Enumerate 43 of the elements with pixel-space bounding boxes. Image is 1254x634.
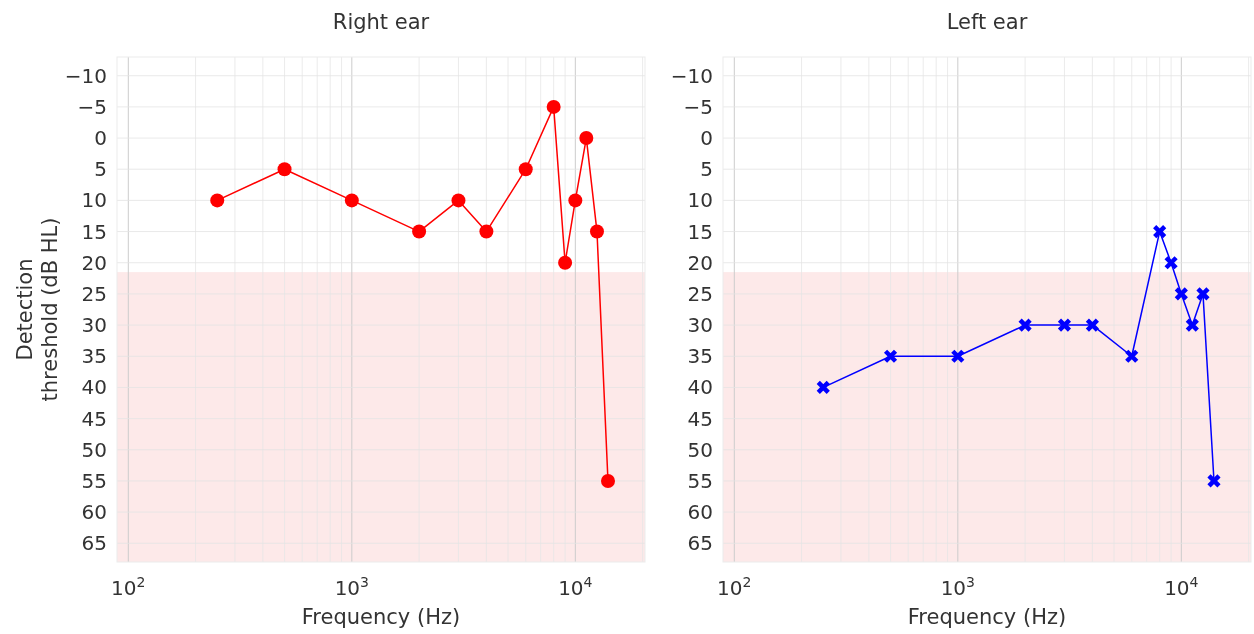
y-tick-label: 0 bbox=[94, 126, 107, 151]
y-tick-label: 0 bbox=[700, 126, 713, 151]
x-tick-label: 10$^{4}$ bbox=[558, 574, 593, 600]
x-tick-label: 10$^{2}$ bbox=[111, 574, 146, 600]
y-tick-label: 55 bbox=[687, 468, 713, 493]
y-tick-label: 5 bbox=[700, 157, 713, 182]
y-tick-label: 20 bbox=[81, 250, 107, 275]
y-tick-label: 50 bbox=[687, 437, 713, 462]
y-tick-label: 55 bbox=[81, 468, 107, 493]
y-tick-label: 60 bbox=[687, 500, 713, 525]
x-tick-label: 10$^{3}$ bbox=[940, 574, 975, 600]
y-tick-label: 15 bbox=[687, 219, 713, 244]
y-tick-label: 45 bbox=[81, 406, 107, 431]
y-tick-label: −10 bbox=[670, 63, 713, 88]
y-tick-label: 45 bbox=[687, 406, 713, 431]
y-tick-label: 65 bbox=[81, 531, 107, 556]
y-tick-label: 35 bbox=[81, 344, 107, 369]
y-tick-label: 15 bbox=[81, 219, 107, 244]
y-tick-label: 25 bbox=[81, 281, 107, 306]
y-tick-label: 25 bbox=[687, 281, 713, 306]
y-tick-label: 30 bbox=[81, 313, 107, 338]
chart-title: Left ear bbox=[946, 10, 1028, 34]
x-axis-title: Frequency (Hz) bbox=[301, 605, 461, 629]
y-tick-label: 40 bbox=[81, 375, 107, 400]
y-tick-label: −5 bbox=[77, 94, 107, 119]
y-tick-label: 65 bbox=[687, 531, 713, 556]
y-tick-label: 30 bbox=[687, 313, 713, 338]
y-axis-title: Detection threshold (dB HL) bbox=[12, 217, 62, 402]
x-tick-label: 10$^{2}$ bbox=[717, 574, 752, 600]
x-tick-label: 10$^{4}$ bbox=[1164, 574, 1199, 600]
x-axis-title: Frequency (Hz) bbox=[907, 605, 1067, 629]
x-tick-label: 10$^{3}$ bbox=[334, 574, 369, 600]
y-tick-label: 20 bbox=[687, 250, 713, 275]
y-tick-label: 10 bbox=[81, 188, 107, 213]
y-tick-label: 10 bbox=[687, 188, 713, 213]
y-tick-label: 40 bbox=[687, 375, 713, 400]
chart-title: Right ear bbox=[332, 10, 430, 34]
y-tick-label: 5 bbox=[94, 157, 107, 182]
y-tick-label: 60 bbox=[81, 500, 107, 525]
y-tick-label: −5 bbox=[683, 94, 713, 119]
y-tick-label: 50 bbox=[81, 437, 107, 462]
y-tick-label: −10 bbox=[64, 63, 107, 88]
y-tick-label: 35 bbox=[687, 344, 713, 369]
